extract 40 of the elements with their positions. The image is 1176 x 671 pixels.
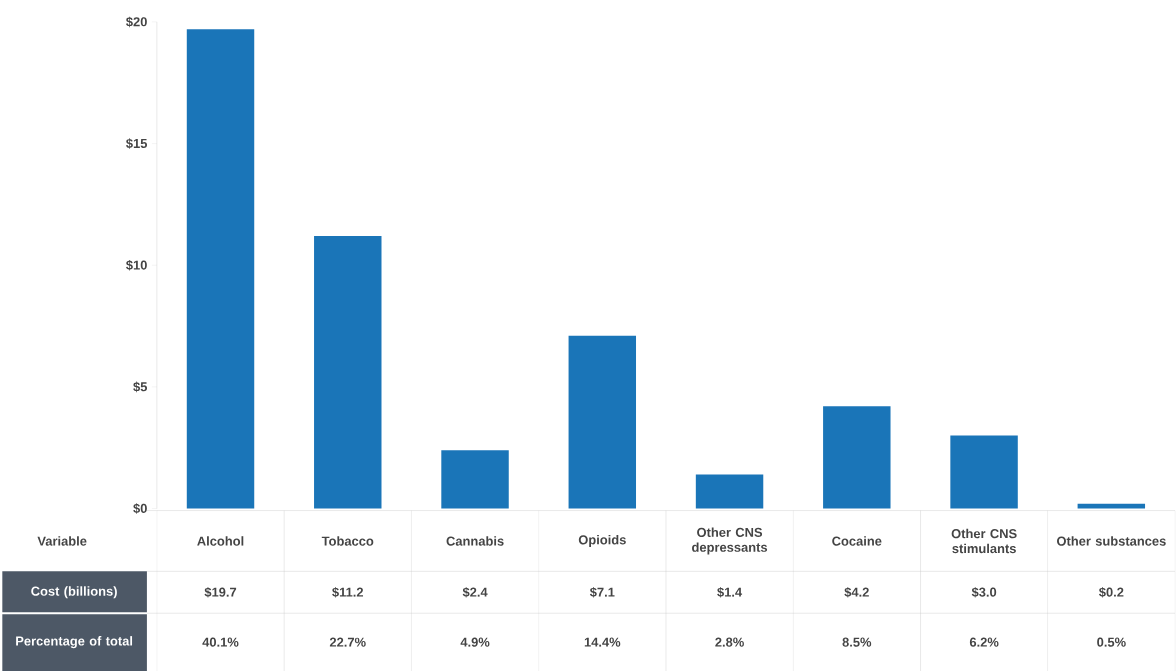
data-label: $19.7 (204, 586, 237, 598)
x-tick-label: Tobacco (321, 536, 374, 546)
text: Cost (billions) (31, 586, 117, 599)
x-tick-label: Other CNS stimulants (951, 528, 1017, 553)
bar (695, 474, 764, 509)
y-tick-label: $15 (126, 138, 148, 149)
y-tick-label: $10 (126, 259, 147, 271)
x-tick-label: Other substances (1056, 536, 1166, 546)
bar (1077, 503, 1146, 509)
x-axis-title: Variable (37, 536, 87, 546)
y-tick-label: $0 (133, 503, 147, 514)
bar (314, 235, 382, 509)
text: Percentage of total (16, 635, 133, 649)
text: 2.8% (715, 637, 744, 647)
data-label: $7.1 (589, 586, 615, 598)
data-label: $2.4 (462, 586, 488, 598)
data-label: $0.2 (1098, 586, 1124, 598)
bar (441, 450, 509, 509)
text: 14.4% (584, 637, 621, 647)
data-label: $4.2 (844, 586, 869, 598)
x-tick-label: Cannabis (446, 536, 504, 546)
data-label: $1.4 (717, 586, 743, 598)
text: 8.5% (842, 637, 872, 647)
x-tick-label: Alcohol (197, 536, 244, 546)
data-label: $11.2 (332, 586, 364, 598)
text: 40.1% (202, 637, 239, 647)
x-tick-label: Other CNS depressants (692, 527, 768, 555)
bar (186, 29, 255, 509)
text: 4.9% (460, 637, 490, 647)
text: 22.7% (329, 637, 366, 647)
y-tick-label: $5 (133, 381, 148, 393)
x-tick-label: Opioids (578, 534, 626, 547)
text: 6.2% (969, 637, 999, 647)
y-tick-label: $20 (126, 16, 147, 28)
data-label: $3.0 (971, 586, 997, 598)
text: 0.5% (1097, 637, 1126, 647)
bar (950, 435, 1018, 509)
bar (823, 406, 891, 509)
x-tick-label: Cocaine (832, 536, 882, 546)
bar (568, 335, 637, 509)
